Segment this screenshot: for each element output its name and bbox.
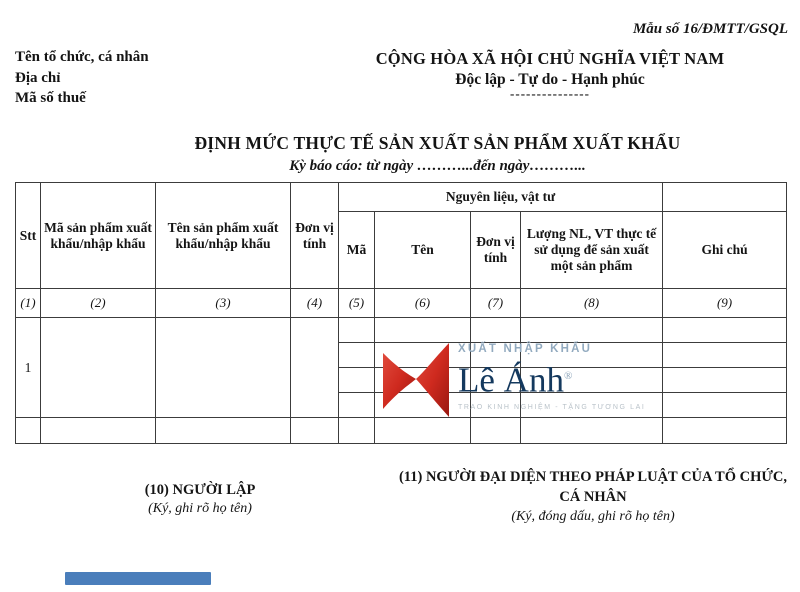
notes-cell [662, 367, 788, 393]
org-address-label: Địa chỉ [15, 69, 61, 86]
material-unit-cell [470, 417, 521, 444]
col-header-material-name: Tên [374, 211, 471, 289]
table-row [15, 417, 788, 444]
representative-note: (Ký, đóng dấu, ghi rõ họ tên) [511, 508, 675, 524]
norms-table: Stt Mã sản phẩm xuất khẩu/nhập khẩu Tên … [15, 182, 788, 444]
col-header-stt: Stt [15, 182, 41, 289]
representative-title: (11) NGƯỜI ĐẠI DIỆN THEO PHÁP LUẬT CỦA T… [398, 469, 788, 506]
signature-block-preparer: (10) NGƯỜI LẬP (Ký, ghi rõ họ tên) [65, 480, 335, 517]
col-num-3: (3) [155, 288, 291, 318]
col-num-1: (1) [15, 288, 41, 318]
national-title: CỘNG HÒA XÃ HỘI CHỦ NGHĨA VIỆT NAM [375, 49, 725, 68]
col-header-product-name: Tên sản phẩm xuất khẩu/nhập khẩu [155, 182, 291, 289]
le-anh-logo: XUẤT NHẬP KHẨU Lê Ánh® TRAO KINH NGHIỆM … [383, 340, 644, 418]
notes-cell [662, 317, 788, 343]
col-header-unit: Đơn vị tính [290, 182, 339, 289]
col-header-product-code: Mã sản phẩm xuất khẩu/nhập khẩu [40, 182, 156, 289]
org-block: Tên tổ chức, cá nhân Địa chỉ Mã số thuế [15, 47, 149, 109]
col-num-2: (2) [40, 288, 156, 318]
material-code-cell [338, 417, 375, 444]
row1-product-code-cell [40, 317, 156, 418]
national-motto: Độc lập - Tự do - Hạnh phúc [455, 71, 645, 88]
registered-trademark-icon: ® [563, 370, 573, 382]
col-header-notes: Ghi chú [662, 211, 788, 289]
material-qty-cell [519, 417, 664, 444]
logo-brand-text: Lê Ánh [458, 360, 564, 400]
material-code-cell [338, 317, 375, 343]
product-code-cell [40, 417, 156, 444]
org-taxcode-label: Mã số thuế [15, 90, 86, 106]
logo-top-text: XUẤT NHẬP KHẨU [458, 343, 593, 355]
column-number-row: (1) (2) (3) (4) (5) (6) (7) (8) (9) [15, 288, 788, 318]
material-code-cell [338, 342, 375, 368]
logo-brand-name: Lê Ánh® [458, 356, 645, 401]
material-name-cell [374, 417, 471, 444]
material-name-cell [374, 317, 471, 343]
row1-unit-cell [290, 317, 339, 418]
col-num-9: (9) [662, 288, 788, 318]
notes-cell [662, 342, 788, 368]
page-title: ĐỊNH MỨC THỰC TẾ SẢN XUẤT SẢN PHẨM XUẤT … [194, 133, 681, 153]
material-qty-cell [519, 317, 664, 343]
row1-stt-cell: 1 [15, 317, 41, 418]
dashed-separator: --------------- [510, 86, 590, 101]
col-num-7: (7) [470, 288, 521, 318]
table-row: 1 [15, 317, 788, 418]
le-anh-logo-icon [383, 343, 449, 417]
product-name-cell [155, 417, 291, 444]
preparer-title: (10) NGƯỜI LẬP [144, 482, 256, 498]
material-qty-cell [519, 392, 664, 418]
material-unit-cell [470, 342, 521, 368]
col-num-4: (4) [290, 288, 339, 318]
material-unit-cell [470, 367, 521, 393]
form-number: Mẫu số 16/ĐMTT/GSQL [632, 21, 788, 37]
col-header-materials-group: Nguyên liệu, vật tư [337, 182, 664, 212]
stt-cell [15, 417, 41, 444]
material-code-cell [338, 367, 375, 393]
notes-cell [662, 417, 788, 444]
national-header: CỘNG HÒA XÃ HỘI CHỦ NGHĨA VIỆT NAM Độc l… [315, 49, 785, 101]
material-unit-cell [470, 317, 521, 343]
preparer-note: (Ký, ghi rõ họ tên) [148, 501, 252, 517]
scrollbar-thumb-horizontal[interactable] [65, 572, 211, 585]
notes-cell [662, 392, 788, 418]
table-row [16, 392, 788, 418]
col-num-5: (5) [338, 288, 375, 318]
col-header-material-qty: Lượng NL, VT thực tế sử dụng để sản xuất… [519, 211, 664, 289]
col-header-notes-spacer [662, 182, 788, 212]
unit-cell [290, 417, 339, 444]
report-period-line: Kỳ báo cáo: từ ngày ………...đến ngày………... [289, 158, 586, 174]
material-code-cell [338, 392, 375, 418]
col-num-6: (6) [374, 288, 471, 318]
col-header-material-code: Mã [338, 211, 375, 289]
col-header-material-unit: Đơn vị tính [470, 211, 521, 289]
signature-block-representative: (11) NGƯỜI ĐẠI DIỆN THEO PHÁP LUẬT CỦA T… [398, 467, 788, 525]
row1-product-name-cell [155, 317, 291, 418]
col-num-8: (8) [519, 288, 664, 318]
logo-tagline: TRAO KINH NGHIỆM - TẶNG TƯƠNG LAI [458, 403, 646, 411]
org-name-label: Tên tổ chức, cá nhân [15, 49, 149, 65]
